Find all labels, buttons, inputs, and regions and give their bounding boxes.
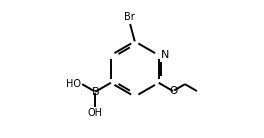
Text: N: N [161, 50, 169, 59]
Text: O: O [169, 86, 177, 96]
Text: HO: HO [67, 79, 82, 89]
Text: Br: Br [124, 12, 135, 22]
Text: B: B [92, 87, 99, 97]
Text: OH: OH [88, 108, 103, 118]
